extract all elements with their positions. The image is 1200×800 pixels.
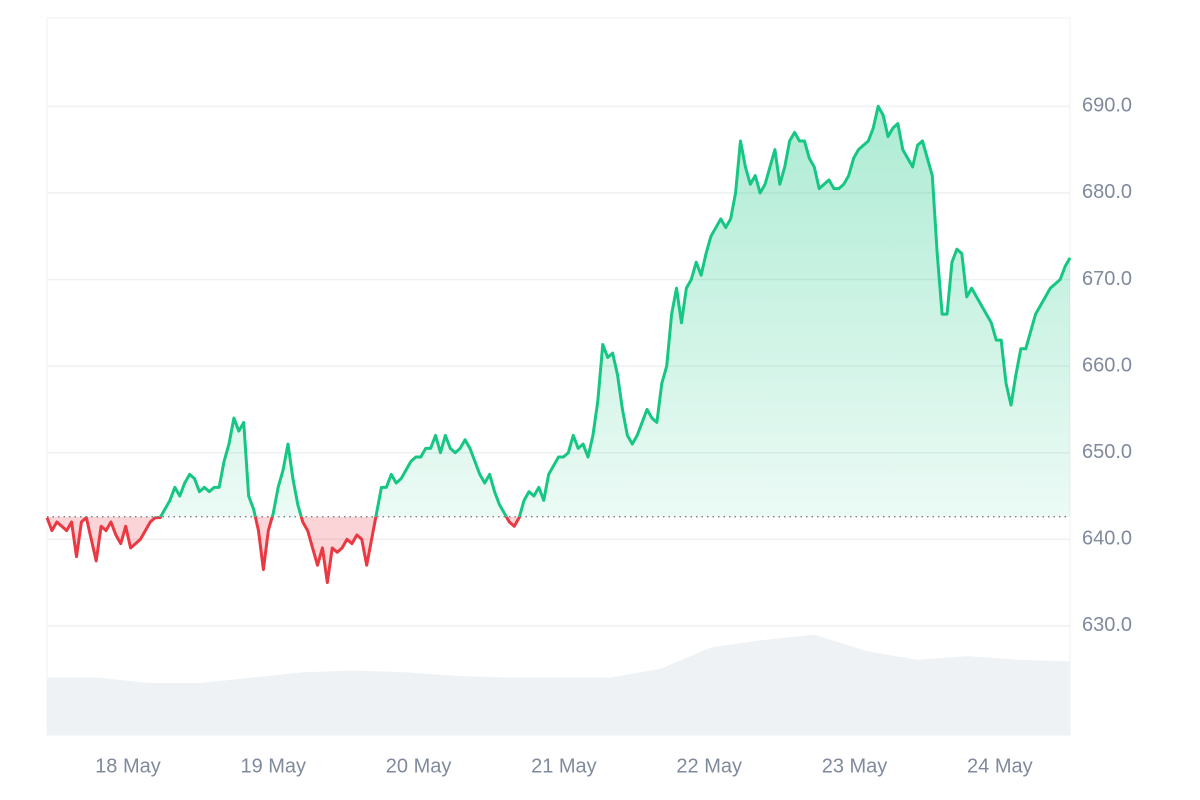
y-tick-label: 680.0: [1082, 181, 1132, 203]
x-tick-label: 21 May: [531, 755, 597, 777]
y-tick-label: 640.0: [1082, 528, 1132, 550]
area-up: [160, 106, 1070, 517]
x-tick-label: 19 May: [240, 755, 306, 777]
price-line-up: [85, 104, 1072, 517]
x-tick-label: 24 May: [967, 755, 1033, 777]
x-tick-label: 20 May: [386, 755, 452, 777]
y-tick-label: 660.0: [1082, 354, 1132, 376]
y-tick-label: 650.0: [1082, 441, 1132, 463]
y-tick-label: 670.0: [1082, 268, 1132, 290]
volume-area: [47, 634, 1070, 735]
y-tick-label: 690.0: [1082, 95, 1132, 117]
x-tick-label: 18 May: [95, 755, 161, 777]
x-tick-label: 22 May: [676, 755, 742, 777]
x-tick-label: 23 May: [822, 755, 888, 777]
y-tick-label: 630.0: [1082, 614, 1132, 636]
